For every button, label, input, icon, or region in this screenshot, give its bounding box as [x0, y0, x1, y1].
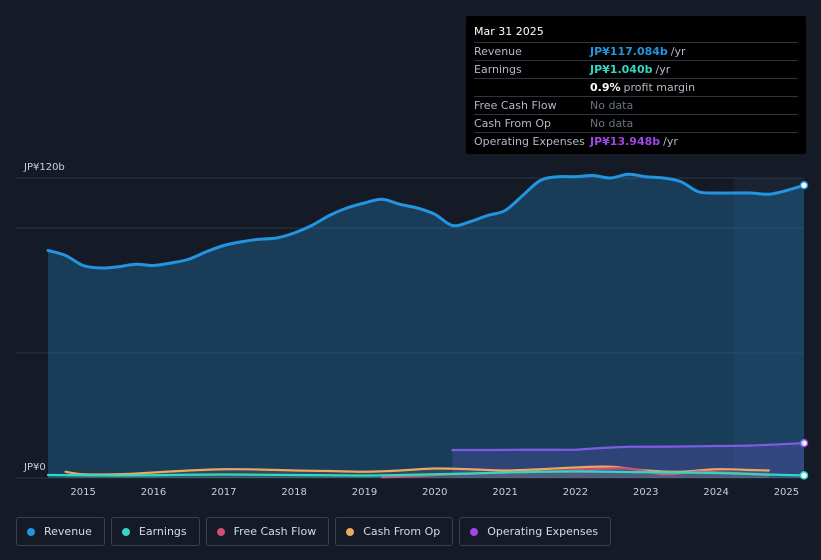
- x-tick-label: 2016: [141, 487, 166, 498]
- legend-label: Revenue: [44, 525, 92, 538]
- legend-item-cash-from-op[interactable]: Cash From Op: [335, 517, 454, 546]
- series-layer: [46, 172, 809, 480]
- revenue-endpoint: [799, 181, 809, 190]
- tooltip-date: Mar 31 2025: [474, 22, 798, 43]
- tooltip-label: Revenue: [474, 45, 522, 58]
- free-cash-flow-area: [382, 468, 769, 478]
- revenue-dot-icon: [27, 527, 35, 536]
- tooltip-row-profit-margin: 0.9% profit margin: [474, 79, 798, 97]
- tooltip-label: Cash From Op: [474, 117, 552, 130]
- chart-canvas: JP¥120b JP¥0 2015 2016 2017 2018 2019 2020 2021 2…: [16, 162, 809, 498]
- tooltip-row-revenue: Revenue JP¥117.084b /yr: [474, 43, 798, 61]
- operating-expenses-line: [451, 442, 806, 452]
- x-tick-label: 2015: [70, 487, 95, 498]
- tooltip-value: JP¥13.948b: [590, 135, 661, 148]
- legend-item-operating-expenses[interactable]: Operating Expenses: [459, 517, 612, 546]
- legend-label: Cash From Op: [363, 525, 441, 538]
- tooltip-label: Free Cash Flow: [474, 99, 557, 112]
- tooltip-value: JP¥117.084b: [590, 45, 668, 58]
- tooltip-label: [474, 79, 590, 96]
- x-tick-label: 2018: [281, 487, 306, 498]
- tooltip-label: Earnings: [474, 63, 522, 76]
- x-tick-label: 2023: [633, 487, 658, 498]
- y-tick-label: JP¥0: [23, 462, 46, 473]
- legend-label: Free Cash Flow: [233, 525, 317, 538]
- tooltip-row-free-cash-flow: Free Cash Flow No data: [474, 97, 798, 115]
- tooltip-row-cash-from-op: Cash From Op No data: [474, 115, 798, 133]
- x-tick-label: 2019: [352, 487, 377, 498]
- legend-item-earnings[interactable]: Earnings: [110, 517, 200, 546]
- tooltip-value: No data: [590, 99, 634, 112]
- operating-expenses-dot-icon: [470, 527, 479, 536]
- tooltip-panel: Mar 31 2025 Revenue JP¥117.084b /yr Earn…: [466, 16, 806, 154]
- axis-layer: JP¥120b JP¥0 2015 2016 2017 2018 2019 2020 2021 2…: [23, 162, 799, 498]
- legend-label: Operating Expenses: [487, 525, 599, 538]
- tooltip-row-operating-expenses: Operating Expenses JP¥13.948b /yr: [474, 133, 798, 150]
- tooltip-unit: /yr: [663, 135, 678, 148]
- tooltip-value: No data: [590, 117, 634, 130]
- tooltip-row-earnings: Earnings JP¥1.040b /yr: [474, 61, 798, 79]
- tooltip-unit: profit margin: [623, 81, 696, 94]
- revenue-area: [48, 174, 804, 479]
- tooltip-value: 0.9%: [590, 81, 621, 94]
- legend-label: Earnings: [138, 525, 187, 538]
- x-tick-label: 2021: [492, 487, 517, 498]
- tooltip-label: Operating Expenses: [474, 135, 585, 148]
- tooltip-value: JP¥1.040b: [590, 63, 653, 76]
- legend-item-revenue[interactable]: Revenue: [16, 517, 105, 546]
- earnings-line: [46, 470, 806, 477]
- operating-expenses-endpoint: [799, 438, 809, 448]
- x-tick-label: 2017: [211, 487, 236, 498]
- revenue-line: [46, 172, 806, 270]
- tooltip-unit: /yr: [670, 45, 686, 58]
- x-tick-label: 2022: [563, 487, 588, 498]
- earnings-endpoint: [799, 471, 809, 480]
- legend: Revenue Earnings Free Cash Flow Cash Fro…: [16, 517, 612, 546]
- x-tick-label: 2020: [422, 487, 447, 498]
- earnings-dot-icon: [121, 527, 130, 536]
- x-tick-label: 2024: [703, 487, 728, 498]
- cash-from-op-dot-icon: [346, 527, 355, 536]
- tooltip-unit: /yr: [655, 63, 671, 76]
- y-tick-label: JP¥120b: [23, 162, 65, 173]
- free-cash-flow-dot-icon: [216, 527, 225, 536]
- legend-item-free-cash-flow[interactable]: Free Cash Flow: [205, 517, 330, 546]
- x-tick-label: 2025: [774, 487, 799, 498]
